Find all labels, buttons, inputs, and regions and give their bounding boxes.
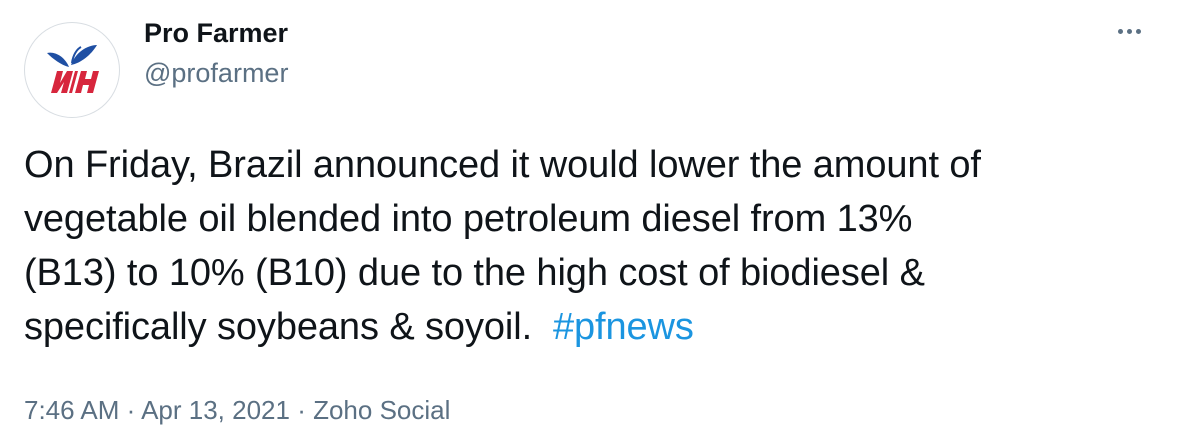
- tweet-text-line: vegetable oil blended into petroleum die…: [24, 198, 913, 240]
- meta-separator: ·: [289, 395, 314, 425]
- more-horizontal-icon: [1126, 28, 1132, 34]
- tweet-source-link[interactable]: Zoho Social: [313, 395, 451, 425]
- hashtag-link[interactable]: #pfnews: [552, 306, 694, 348]
- more-options-button[interactable]: [1112, 14, 1146, 48]
- more-horizontal-icon: [1135, 28, 1141, 34]
- author-handle[interactable]: @profarmer: [144, 58, 289, 88]
- tweet-text-segment: specifically soybeans & soyoil.: [24, 306, 543, 348]
- tweet-text-line: On Friday, Brazil announced it would low…: [24, 144, 981, 186]
- avatar[interactable]: [24, 22, 120, 118]
- tweet-text: On Friday, Brazil announced it would low…: [24, 138, 1164, 354]
- author-display-name[interactable]: Pro Farmer: [144, 18, 289, 48]
- tweet-meta: 7:46 AM · Apr 13, 2021 · Zoho Social: [24, 393, 450, 427]
- tweet-time-link[interactable]: 7:46 AM: [24, 395, 120, 425]
- tweet-text-line: (B13) to 10% (B10) due to the high cost …: [24, 252, 925, 294]
- meta-separator: ·: [119, 395, 142, 425]
- tweet-date-link[interactable]: Apr 13, 2021: [141, 395, 290, 425]
- more-horizontal-icon: [1117, 28, 1123, 34]
- pro-farmer-logo-icon: [47, 45, 99, 93]
- tweet-text-line: specifically soybeans & soyoil. #pfnews: [24, 300, 1164, 354]
